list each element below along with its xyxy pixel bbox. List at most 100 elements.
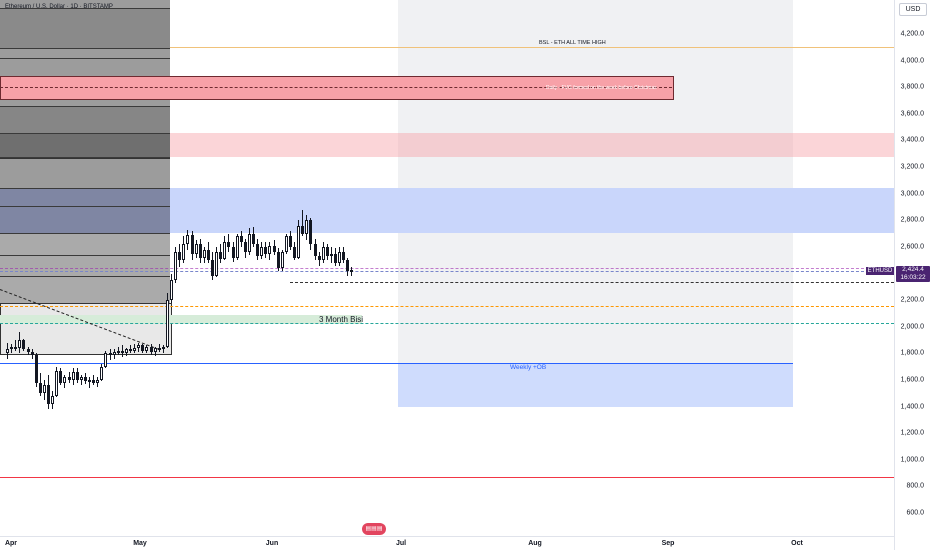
left-block-line (0, 276, 170, 277)
left-gray-dark-1 (0, 8, 170, 48)
last-price-tag: 2,424.4 16:03:22 (896, 266, 930, 282)
bsl-line (170, 47, 894, 48)
candle-body (198, 244, 202, 258)
price-tick-label: 1,600.0 (900, 376, 924, 384)
left-blue-block (0, 188, 170, 233)
time-tick-label: Aug (528, 540, 542, 547)
candle-body (252, 233, 255, 245)
last-price: 2,424.4 (902, 266, 924, 273)
candle-body (280, 252, 284, 269)
candle-body (264, 246, 268, 254)
candle-body (145, 346, 149, 351)
candle-body (239, 236, 243, 242)
tradingview-logo-icon[interactable]: ▤▤▤ (362, 523, 386, 535)
candle-body (178, 252, 182, 261)
candle-wick (302, 209, 304, 237)
time-tick-label: May (133, 540, 147, 547)
candle-body (186, 234, 190, 245)
red-solid-line (0, 477, 894, 478)
daily-fvg-zone (0, 76, 674, 100)
candle-body (190, 234, 194, 254)
price-tick-label: 1,000.0 (900, 456, 924, 464)
candle-body (96, 379, 100, 383)
candle-body (108, 353, 112, 356)
candle-body (67, 377, 71, 380)
candle-body (272, 245, 276, 253)
price-tick-label: 1,400.0 (900, 403, 924, 411)
candle-body (141, 345, 145, 351)
left-block-line (0, 188, 170, 189)
candle-body (137, 345, 141, 348)
candle-body (338, 252, 342, 263)
candle-body (206, 249, 210, 261)
discount-zone (170, 188, 894, 233)
candle-body (59, 370, 63, 383)
candle-body (71, 371, 75, 380)
daily-fvg-dash (0, 87, 672, 88)
currency-button[interactable]: USD (899, 3, 927, 16)
candle-body (165, 300, 169, 347)
candle-body (276, 252, 280, 269)
candle-body (219, 252, 223, 259)
price-tick-label: 2,000.0 (900, 323, 924, 331)
candle-body (38, 382, 42, 394)
candle-body (342, 252, 346, 261)
price-tick-label: 3,400.0 (900, 136, 924, 144)
candle-body (47, 385, 50, 404)
candle-body (129, 349, 132, 352)
left-block-line (0, 106, 170, 107)
left-block-line (0, 157, 170, 158)
candle-body (194, 244, 198, 254)
symbol-tag: ETHUSD (866, 267, 894, 275)
time-axis[interactable]: Apr May Jun Jul Aug Sep Oct (0, 536, 894, 551)
blue-solid-line (0, 363, 793, 364)
candle-wick (93, 374, 95, 386)
price-tick-label: 800.0 (906, 482, 924, 490)
candle-body (100, 366, 104, 380)
price-tick-label: 600.0 (906, 509, 924, 517)
chart-canvas[interactable]: Ethereum / U.S. Dollar · 1D · BITSTAMP B… (0, 0, 894, 536)
three-month-bisi-label: 3 Month Bisi (319, 315, 364, 324)
time-tick-label: Jul (395, 540, 407, 547)
candle-body (149, 346, 153, 352)
price-tick-label: 3,800.0 (900, 83, 924, 91)
candle-body (55, 370, 59, 396)
candle-body (79, 377, 83, 380)
left-gray-dark-2 (0, 106, 170, 134)
candle-body (235, 236, 239, 258)
candle-wick (15, 340, 17, 351)
price-tick-label: 1,200.0 (900, 429, 924, 437)
candle-body (243, 241, 247, 253)
time-tick-label: Sep (661, 540, 675, 547)
candle-body (34, 354, 38, 383)
candle-body (260, 246, 264, 257)
price-tick-label: 3,600.0 (900, 110, 924, 118)
candle-wick (89, 377, 90, 388)
candle-body (293, 246, 296, 258)
candle-body (227, 241, 231, 247)
candle-body (153, 348, 157, 352)
candle-body (223, 241, 227, 259)
orange-dash-line (0, 306, 894, 307)
left-block-line (0, 8, 170, 9)
price-tick-label: 2,200.0 (900, 296, 924, 304)
bsl-label: BSL - ETH ALL TIME HIGH (539, 40, 606, 46)
candle-body (334, 253, 337, 263)
candle-wick (68, 371, 70, 383)
candle-body (256, 244, 260, 257)
candle-body (18, 340, 22, 348)
candle-body (174, 252, 178, 281)
candle-body (305, 220, 309, 234)
candle-body (297, 225, 301, 258)
price-tick-label: 3,000.0 (900, 190, 924, 198)
candle-body (104, 353, 108, 367)
candle-body (133, 348, 137, 351)
candle-body (6, 349, 9, 354)
candle-body (51, 395, 55, 404)
candle-body (157, 348, 161, 350)
daily-fvg-label: Daily - FVG formed on the week before Ch… (546, 85, 657, 91)
candle-body (309, 220, 313, 245)
candle-body (313, 244, 317, 257)
candle-body (14, 346, 18, 349)
candle-body (88, 379, 91, 382)
